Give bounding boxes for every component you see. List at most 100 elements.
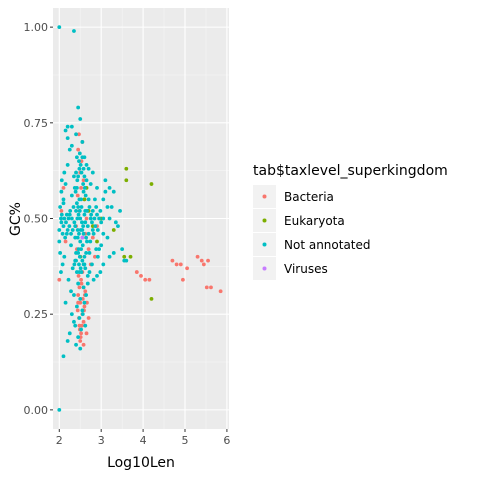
data-point <box>58 251 63 255</box>
data-point <box>81 319 86 324</box>
data-point <box>65 136 70 141</box>
data-point <box>62 254 67 259</box>
data-point <box>86 166 91 171</box>
data-point <box>77 262 81 267</box>
data-point <box>95 274 99 278</box>
x-axis-title: Log10Len <box>107 455 175 471</box>
data-point <box>90 208 95 213</box>
data-point <box>76 247 81 252</box>
data-point <box>83 220 88 225</box>
data-point <box>91 231 96 236</box>
data-point <box>79 170 84 175</box>
data-point <box>73 235 78 240</box>
data-point <box>69 193 74 198</box>
data-point <box>68 208 73 213</box>
data-point <box>76 174 81 179</box>
data-point <box>61 354 66 359</box>
data-point <box>83 323 88 328</box>
data-point <box>59 178 64 183</box>
x-tick-label: 2 <box>56 434 63 447</box>
data-point <box>95 212 99 217</box>
legend-label: Viruses <box>284 262 328 276</box>
data-point <box>93 254 97 259</box>
data-point <box>69 312 74 317</box>
data-point <box>98 208 103 213</box>
data-point <box>66 277 71 282</box>
data-point <box>79 205 84 209</box>
data-point <box>90 220 94 225</box>
legend-label: Not annotated <box>284 238 371 252</box>
data-point <box>72 29 76 33</box>
data-point <box>74 342 78 347</box>
data-point <box>80 308 85 313</box>
data-point <box>111 228 116 232</box>
data-point <box>84 251 89 255</box>
data-point <box>77 197 82 202</box>
data-point <box>81 178 86 183</box>
data-point <box>80 312 85 317</box>
data-point <box>81 224 86 229</box>
data-point <box>70 228 75 232</box>
data-point <box>65 163 70 167</box>
data-point <box>195 254 200 259</box>
x-axis-ticks: 2 3 4 5 6 <box>56 429 230 447</box>
data-point <box>76 300 81 305</box>
data-point <box>82 197 87 202</box>
data-point <box>80 258 85 263</box>
data-point <box>65 228 70 232</box>
data-point <box>90 228 95 232</box>
data-point <box>78 228 83 232</box>
data-point <box>84 331 89 336</box>
data-point <box>122 258 127 263</box>
data-point <box>63 235 68 240</box>
data-point <box>79 185 83 190</box>
data-point <box>72 319 76 324</box>
data-point <box>98 270 103 274</box>
data-point <box>77 254 82 259</box>
data-point <box>77 166 82 171</box>
data-point <box>149 182 154 186</box>
legend-label: Eukaryota <box>284 214 345 228</box>
data-point <box>59 270 63 274</box>
data-point <box>209 285 213 290</box>
data-point <box>88 182 93 186</box>
data-point <box>105 205 110 209</box>
data-point <box>95 228 100 232</box>
data-point <box>72 220 77 225</box>
data-point <box>143 277 148 282</box>
data-point <box>77 285 82 290</box>
data-point <box>73 224 78 229</box>
data-point <box>76 105 81 110</box>
data-point <box>64 220 68 225</box>
data-point <box>103 178 108 183</box>
data-point <box>83 266 88 271</box>
data-point <box>79 277 83 282</box>
data-point <box>76 147 81 152</box>
data-point <box>64 212 69 217</box>
data-point <box>69 124 74 129</box>
data-point <box>64 231 69 236</box>
x-tick-label: 5 <box>182 434 189 447</box>
data-point <box>89 212 94 217</box>
data-point <box>59 189 64 194</box>
data-points <box>57 25 223 412</box>
data-point <box>84 235 89 240</box>
data-point <box>63 300 68 305</box>
data-point <box>174 262 179 267</box>
data-point <box>57 239 62 244</box>
data-point <box>103 189 108 194</box>
data-point <box>69 243 73 248</box>
data-point <box>170 258 175 263</box>
data-point <box>181 277 185 282</box>
data-point <box>85 224 90 229</box>
data-point <box>82 300 87 305</box>
data-point <box>57 25 62 30</box>
data-point <box>101 197 106 202</box>
data-point <box>76 281 81 286</box>
data-point <box>111 189 116 194</box>
data-point <box>107 254 112 259</box>
data-point <box>107 216 112 221</box>
data-point <box>78 117 83 121</box>
data-point <box>147 277 152 282</box>
data-point <box>199 258 204 263</box>
